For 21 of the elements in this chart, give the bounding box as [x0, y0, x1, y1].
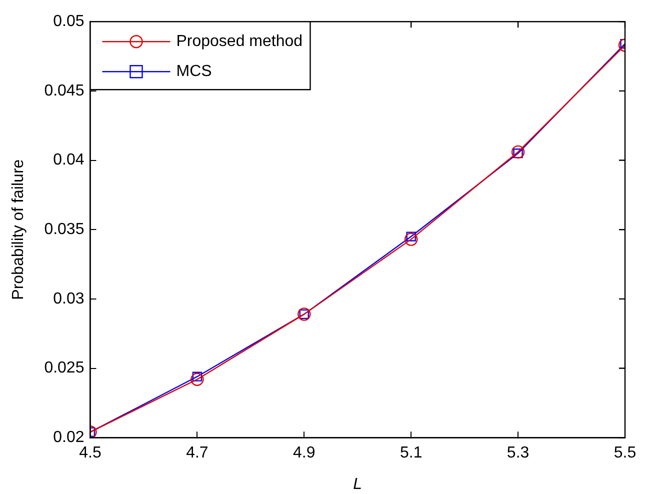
- y-tick-label: 0.03: [53, 290, 84, 308]
- legend-label: Proposed method: [176, 33, 303, 50]
- point: [511, 145, 525, 159]
- y-tick-label: 0.02: [53, 429, 84, 446]
- x-tick-label: 5.1: [400, 444, 422, 462]
- x-tick-label: 5.5: [614, 444, 636, 462]
- y-tick-label: 0.035: [44, 221, 84, 238]
- x-tick-label: 4.7: [186, 444, 208, 462]
- y-tick-label: 0.04: [53, 152, 84, 169]
- x-tick-label: 4.5: [79, 444, 102, 462]
- x-axis-title: L: [353, 476, 362, 493]
- point: [190, 372, 204, 386]
- y-axis-title: Probability of failure: [10, 159, 28, 300]
- point: [192, 372, 202, 382]
- x-tick-label: 5.3: [506, 444, 530, 462]
- legend-label: MCS: [176, 63, 212, 80]
- point: [404, 232, 418, 246]
- x-tick-label: 4.9: [293, 444, 316, 462]
- y-tick-label: 0.05: [53, 13, 84, 30]
- y-tick-label: 0.025: [44, 360, 84, 377]
- y-tick-label: 0.045: [44, 82, 84, 100]
